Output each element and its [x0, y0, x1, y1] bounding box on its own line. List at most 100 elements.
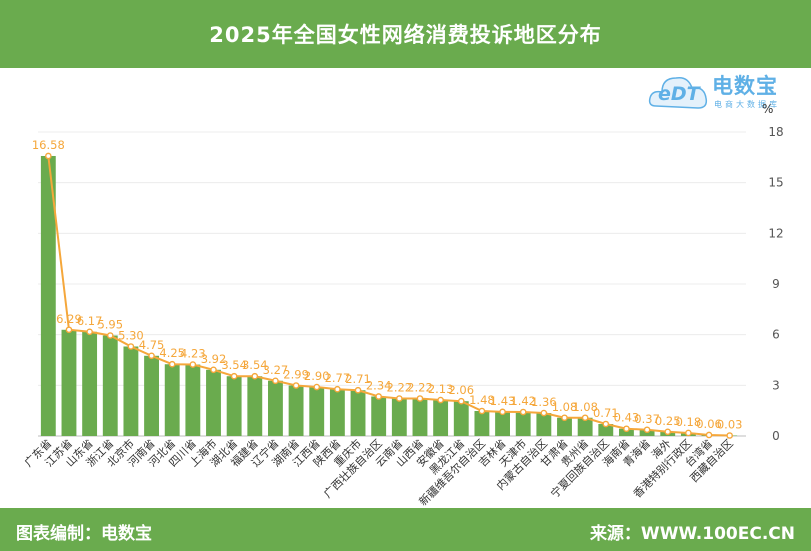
bar: [536, 413, 552, 436]
logo: eDT 电数宝 电商大数据库: [648, 66, 808, 116]
y-tick-label: 0: [772, 429, 780, 443]
chart-title: 2025年全国女性网络消费投诉地区分布: [209, 23, 602, 47]
y-tick-label: 3: [772, 378, 780, 392]
line-point: [45, 152, 52, 160]
bar: [288, 385, 304, 436]
line-point: [230, 372, 238, 380]
line-point: [106, 332, 114, 339]
line-point: [334, 385, 341, 393]
bar: [226, 376, 242, 436]
data-label: 3.92: [201, 352, 227, 366]
data-label: 2.77: [325, 371, 351, 385]
bar: [206, 369, 221, 436]
bar: [82, 331, 98, 436]
data-label: 2.13: [428, 382, 454, 396]
data-label: 0.25: [655, 414, 681, 428]
data-label: 3.54: [242, 358, 268, 372]
bar: [268, 380, 283, 436]
unit-label: %: [762, 102, 774, 116]
bar: [371, 396, 387, 436]
bar: [474, 411, 490, 436]
y-tick-label: 9: [772, 277, 780, 291]
data-label: 1.08: [572, 400, 598, 414]
data-label: 1.36: [531, 395, 557, 409]
data-label: 1.08: [552, 400, 578, 414]
data-label: 0.37: [634, 412, 660, 426]
bar: [412, 398, 428, 436]
line-point: [623, 425, 630, 433]
logo-sub-text: 电商大数据库: [714, 100, 780, 109]
data-label: 16.58: [32, 138, 65, 152]
bar: [577, 417, 593, 436]
line-point: [251, 372, 259, 380]
line-point: [581, 414, 589, 422]
line-point: [210, 366, 217, 374]
y-tick-label: 6: [772, 328, 780, 342]
line-point: [272, 377, 279, 385]
y-tick-label: 12: [768, 226, 783, 240]
line-point: [457, 397, 465, 405]
data-label: 0.03: [717, 417, 743, 431]
data-label: 2.22: [407, 381, 433, 395]
logo-edt-text: eDT: [658, 83, 700, 105]
line-point: [602, 420, 610, 428]
data-label: 0.43: [614, 411, 640, 425]
line-point: [519, 408, 527, 416]
data-label: 2.06: [448, 383, 474, 397]
line-point: [148, 352, 155, 360]
line-point: [416, 395, 424, 402]
data-label: 5.30: [118, 328, 144, 342]
data-label: 1.43: [490, 394, 516, 408]
line-point: [354, 386, 362, 394]
bar: [515, 412, 531, 436]
data-label: 2.22: [387, 381, 413, 395]
line-point: [313, 383, 321, 391]
bar: [40, 155, 56, 436]
data-label: 6.17: [77, 314, 103, 328]
data-label: 0.71: [593, 406, 619, 420]
data-label: 3.27: [263, 363, 289, 377]
trend-line: [47, 155, 730, 437]
bar: [453, 401, 469, 436]
data-label: 2.34: [366, 378, 392, 392]
data-label: 2.90: [304, 369, 330, 383]
footer-source: 来源：WWW.100EC.CN: [589, 524, 795, 544]
line-point: [643, 426, 651, 434]
data-label: 3.54: [221, 358, 247, 372]
y-tick-label: 15: [768, 176, 783, 190]
bar: [123, 346, 139, 436]
line-point: [127, 343, 135, 350]
bar: [329, 389, 345, 436]
line-point: [561, 414, 568, 422]
line-point: [375, 393, 382, 400]
data-label: 4.23: [180, 347, 206, 361]
y-tick-label: 18: [768, 125, 783, 139]
line-point: [396, 395, 403, 402]
title-bar: 2025年全国女性网络消费投诉地区分布: [0, 0, 811, 68]
data-label: 2.99: [283, 368, 309, 382]
line-point: [189, 361, 197, 368]
data-label: 2.71: [345, 372, 371, 386]
footer-bar: 图表编制：电数宝 来源：WWW.100EC.CN: [0, 508, 811, 551]
data-label: 1.42: [510, 394, 536, 408]
line-point: [86, 328, 93, 336]
bar: [102, 335, 118, 436]
bar: [247, 376, 263, 436]
bar: [61, 329, 77, 436]
bar: [350, 390, 366, 436]
line-point: [65, 326, 73, 334]
line-point: [437, 396, 444, 404]
data-label: 4.75: [139, 338, 165, 352]
data-label: 0.06: [696, 417, 722, 431]
bar: [144, 355, 159, 436]
logo-main-text: 电数宝: [712, 74, 778, 98]
line-point: [499, 408, 506, 416]
data-label: 4.25: [159, 346, 185, 360]
line-point: [685, 429, 692, 437]
bar: [309, 387, 325, 436]
data-label: 6.29: [56, 312, 82, 326]
bar: [598, 424, 614, 436]
data-label: 5.95: [97, 318, 123, 332]
bar: [164, 364, 180, 436]
line-point: [478, 407, 486, 415]
